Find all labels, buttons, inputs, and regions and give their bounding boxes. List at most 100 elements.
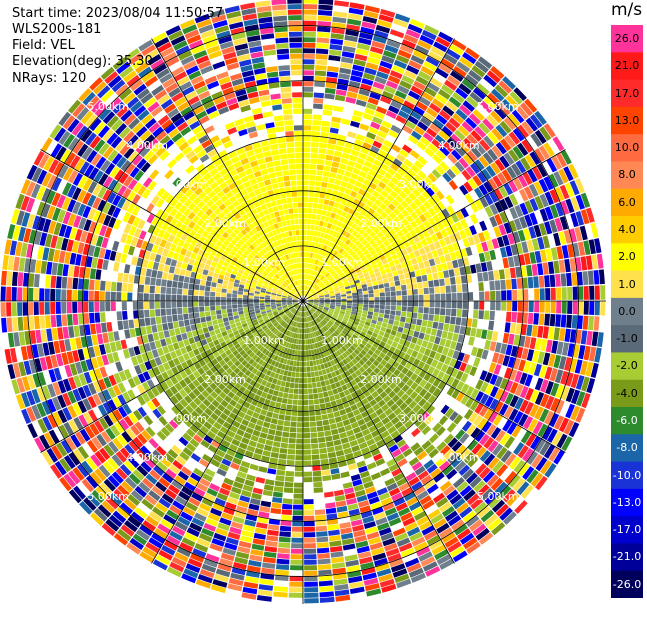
range-gate bbox=[434, 307, 440, 315]
range-gate bbox=[316, 231, 322, 238]
range-gate bbox=[461, 78, 476, 91]
range-gate bbox=[226, 305, 232, 309]
range-gate bbox=[306, 293, 311, 298]
range-gate bbox=[372, 81, 385, 90]
range-gate bbox=[319, 297, 325, 300]
range-gate bbox=[437, 211, 446, 221]
range-gate bbox=[408, 60, 422, 70]
range-gate bbox=[433, 279, 440, 287]
range-gate bbox=[354, 279, 360, 284]
range-gate bbox=[350, 75, 362, 83]
range-gate bbox=[165, 301, 171, 309]
range-gate bbox=[513, 255, 520, 267]
range-gate bbox=[576, 271, 583, 286]
range-gate bbox=[303, 26, 317, 32]
range-gate bbox=[487, 92, 501, 106]
range-gate bbox=[305, 285, 308, 291]
range-gate bbox=[346, 24, 361, 32]
range-gate bbox=[378, 14, 394, 23]
range-gate bbox=[378, 243, 386, 250]
range-gate bbox=[425, 187, 435, 197]
range-gate bbox=[338, 203, 345, 211]
range-gate bbox=[510, 163, 522, 177]
range-gate bbox=[182, 295, 188, 301]
range-gate bbox=[209, 296, 215, 301]
range-gate bbox=[489, 310, 495, 321]
range-gate bbox=[577, 241, 586, 256]
range-gate bbox=[328, 132, 338, 140]
range-gate bbox=[330, 195, 337, 202]
range-gate bbox=[316, 280, 321, 285]
range-gate bbox=[138, 301, 144, 310]
range-gate bbox=[364, 275, 371, 281]
range-gate bbox=[451, 308, 457, 317]
range-gate bbox=[387, 203, 396, 211]
range-gate bbox=[343, 281, 349, 285]
range-gate bbox=[309, 180, 316, 186]
range-gate bbox=[150, 317, 157, 325]
range-gate bbox=[391, 65, 405, 75]
range-gate bbox=[414, 217, 423, 226]
range-gate bbox=[308, 263, 311, 269]
range-gate bbox=[295, 372, 300, 378]
range-gate bbox=[380, 219, 389, 227]
range-gate bbox=[390, 265, 397, 272]
range-gate bbox=[318, 281, 323, 287]
range-gate bbox=[347, 18, 362, 26]
range-gate bbox=[351, 289, 357, 293]
range-gate bbox=[572, 242, 580, 257]
range-gate bbox=[444, 316, 451, 324]
range-gate bbox=[330, 255, 335, 261]
range-gate bbox=[310, 289, 315, 294]
range-gate bbox=[445, 226, 454, 236]
range-gate bbox=[490, 162, 501, 175]
range-gate bbox=[380, 296, 385, 301]
range-gate bbox=[303, 180, 309, 186]
range-gate bbox=[321, 276, 326, 282]
range-gate bbox=[356, 157, 365, 165]
range-gate bbox=[277, 553, 290, 559]
range-gate bbox=[307, 296, 313, 299]
range-gate bbox=[444, 277, 451, 286]
range-gate bbox=[390, 100, 402, 110]
range-gate bbox=[392, 270, 399, 277]
range-gate bbox=[366, 102, 377, 111]
range-gate bbox=[438, 130, 450, 141]
range-gate bbox=[317, 291, 323, 295]
range-gate bbox=[293, 493, 303, 499]
range-gate bbox=[356, 175, 365, 183]
range-gate bbox=[210, 286, 216, 292]
range-gate bbox=[323, 291, 329, 295]
range-gate bbox=[528, 301, 534, 313]
range-gate bbox=[397, 268, 404, 275]
range-gate bbox=[428, 243, 436, 252]
range-gate bbox=[396, 181, 406, 190]
range-gate bbox=[330, 33, 344, 40]
range-gate bbox=[342, 278, 348, 283]
range-gate bbox=[435, 114, 448, 125]
range-gate bbox=[441, 245, 449, 255]
range-gate bbox=[435, 67, 449, 79]
range-gate bbox=[420, 268, 427, 276]
range-gate bbox=[574, 227, 583, 242]
range-gate bbox=[310, 289, 315, 294]
range-gate bbox=[330, 270, 336, 276]
range-gate bbox=[313, 103, 323, 110]
range-gate bbox=[454, 129, 466, 141]
range-gate bbox=[376, 250, 384, 257]
range-gate bbox=[319, 447, 327, 454]
range-gate bbox=[183, 276, 190, 283]
range-gate bbox=[528, 226, 537, 239]
range-gate bbox=[204, 306, 210, 312]
range-gate bbox=[205, 311, 211, 317]
range-gate bbox=[429, 307, 435, 315]
range-gate bbox=[427, 82, 440, 93]
range-gate bbox=[290, 559, 303, 565]
range-gate bbox=[335, 196, 342, 204]
range-gate bbox=[568, 163, 579, 179]
range-gate bbox=[363, 297, 369, 301]
range-gate bbox=[361, 268, 368, 274]
range-gate bbox=[325, 272, 330, 278]
range-gate bbox=[399, 149, 409, 158]
range-gate bbox=[515, 266, 522, 278]
